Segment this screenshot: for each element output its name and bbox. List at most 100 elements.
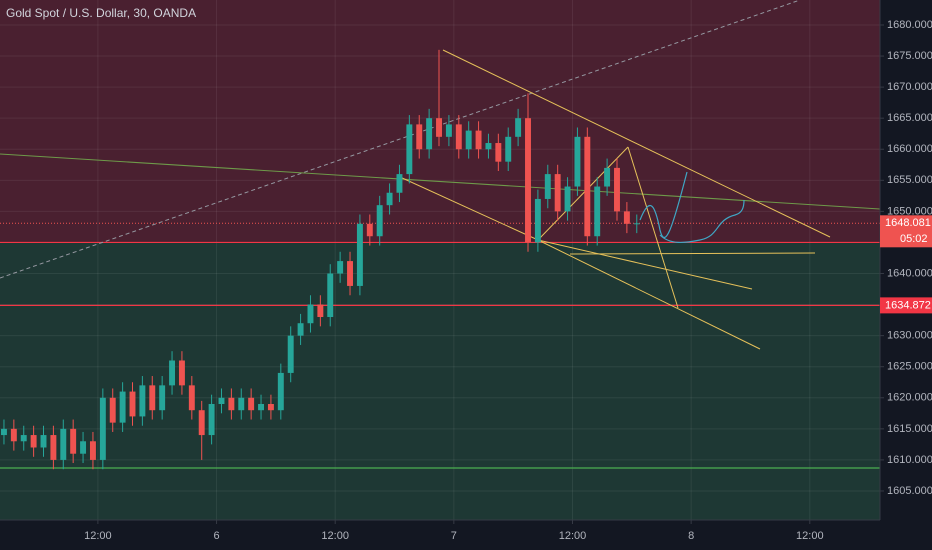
candle-body bbox=[188, 385, 195, 411]
candle-body bbox=[109, 397, 116, 423]
background bbox=[0, 0, 880, 520]
trend-line bbox=[0, 0, 801, 279]
candle-body bbox=[416, 124, 423, 150]
candle-body bbox=[139, 385, 146, 417]
candle-body bbox=[574, 136, 581, 187]
candle-body bbox=[99, 397, 106, 460]
trend-line bbox=[569, 252, 816, 255]
x-tick-label: 12:00 bbox=[84, 530, 112, 542]
candle-body bbox=[436, 118, 442, 137]
last-price-box bbox=[880, 215, 932, 248]
y-tick-label: 1675.000 bbox=[887, 50, 932, 62]
candle-body bbox=[129, 391, 136, 417]
price-label: 1634.872 bbox=[885, 299, 931, 311]
y-tick-label: 1620.000 bbox=[887, 392, 932, 404]
candle-body bbox=[455, 124, 462, 150]
candle-body bbox=[80, 441, 87, 454]
x-tick-label: 6 bbox=[213, 530, 219, 542]
candle-body bbox=[149, 385, 156, 411]
candle-body bbox=[20, 435, 27, 442]
candle-body bbox=[534, 198, 541, 243]
candle-body bbox=[396, 174, 403, 193]
candle-body bbox=[406, 124, 413, 175]
candle-body bbox=[505, 136, 512, 162]
projection bbox=[659, 199, 745, 243]
candle-body bbox=[633, 223, 640, 225]
x-tick-label: 12:00 bbox=[321, 530, 349, 542]
time-axis bbox=[0, 520, 932, 550]
zone bbox=[0, 242, 880, 520]
candle-body bbox=[386, 192, 393, 206]
candle-body bbox=[485, 143, 492, 150]
candle-body bbox=[277, 372, 284, 411]
candle-body bbox=[169, 360, 176, 386]
y-tick-label: 1605.000 bbox=[887, 485, 932, 497]
y-tick-label: 1665.000 bbox=[887, 112, 932, 124]
candle-body bbox=[238, 397, 245, 411]
candle-body bbox=[208, 403, 215, 436]
candle-body bbox=[445, 124, 452, 137]
candle-body bbox=[159, 385, 166, 411]
x-tick-label: 12:00 bbox=[796, 530, 824, 542]
candles bbox=[0, 49, 640, 470]
candle-body bbox=[554, 174, 561, 212]
y-tick-label: 1640.000 bbox=[887, 267, 932, 279]
price-axis bbox=[880, 0, 932, 550]
candle-body bbox=[297, 323, 304, 336]
candle-body bbox=[356, 223, 363, 286]
trend-line bbox=[399, 176, 539, 241]
candle-body bbox=[287, 335, 294, 373]
countdown: 05:02 bbox=[900, 233, 928, 245]
y-tick-label: 1670.000 bbox=[887, 81, 932, 93]
candle-body bbox=[594, 186, 601, 237]
candle-body bbox=[10, 428, 17, 442]
candle-body bbox=[60, 428, 67, 460]
trend-line bbox=[537, 146, 629, 241]
candle-body bbox=[258, 403, 264, 411]
candle-body bbox=[366, 223, 373, 237]
axes: 1605.000 1610.000 1615.000 1620.000 1625.000… bbox=[84, 19, 932, 542]
candle-body bbox=[267, 403, 274, 411]
y-tick-label: 1610.000 bbox=[887, 454, 932, 466]
candle-body bbox=[564, 186, 571, 212]
y-tick-label: 1625.000 bbox=[887, 361, 932, 373]
candle-body bbox=[228, 397, 235, 411]
trend-line bbox=[537, 239, 753, 290]
y-tick-label: 1630.000 bbox=[887, 330, 932, 342]
candle-body bbox=[376, 205, 383, 237]
candle-body bbox=[0, 428, 7, 436]
candle-body bbox=[317, 304, 324, 318]
candle-body bbox=[604, 167, 611, 187]
price-label-box bbox=[880, 297, 932, 314]
candle-body bbox=[614, 167, 620, 212]
candle-body bbox=[623, 211, 630, 224]
candle-body bbox=[50, 435, 57, 460]
candle-body bbox=[198, 410, 205, 436]
candle-body bbox=[347, 261, 353, 286]
candle-body bbox=[544, 174, 551, 199]
candle-body bbox=[89, 441, 96, 460]
candle-body bbox=[70, 428, 77, 454]
candle-body bbox=[465, 130, 472, 150]
candle-body bbox=[495, 143, 502, 162]
chart-title: Gold Spot / U.S. Dollar, 30, OANDA bbox=[6, 6, 196, 20]
candle-body bbox=[178, 360, 185, 386]
candle-body bbox=[475, 130, 482, 150]
y-tick-label: 1650.000 bbox=[887, 205, 932, 217]
drawings bbox=[0, 0, 881, 350]
y-tick-label: 1680.000 bbox=[887, 19, 932, 31]
y-tick-label: 1660.000 bbox=[887, 143, 932, 155]
x-tick-label: 8 bbox=[688, 530, 694, 542]
last-price-label: 1648.081 bbox=[885, 217, 931, 229]
candle-body bbox=[426, 118, 433, 150]
trend-line bbox=[0, 153, 881, 210]
x-tick-label: 7 bbox=[451, 530, 457, 542]
candle-body bbox=[337, 261, 344, 274]
candle-body bbox=[307, 304, 314, 324]
trend-line bbox=[627, 146, 679, 309]
candle-body bbox=[119, 391, 126, 423]
candle-body bbox=[218, 397, 225, 404]
y-tick-label: 1655.000 bbox=[887, 174, 932, 186]
trend-line bbox=[537, 239, 761, 350]
